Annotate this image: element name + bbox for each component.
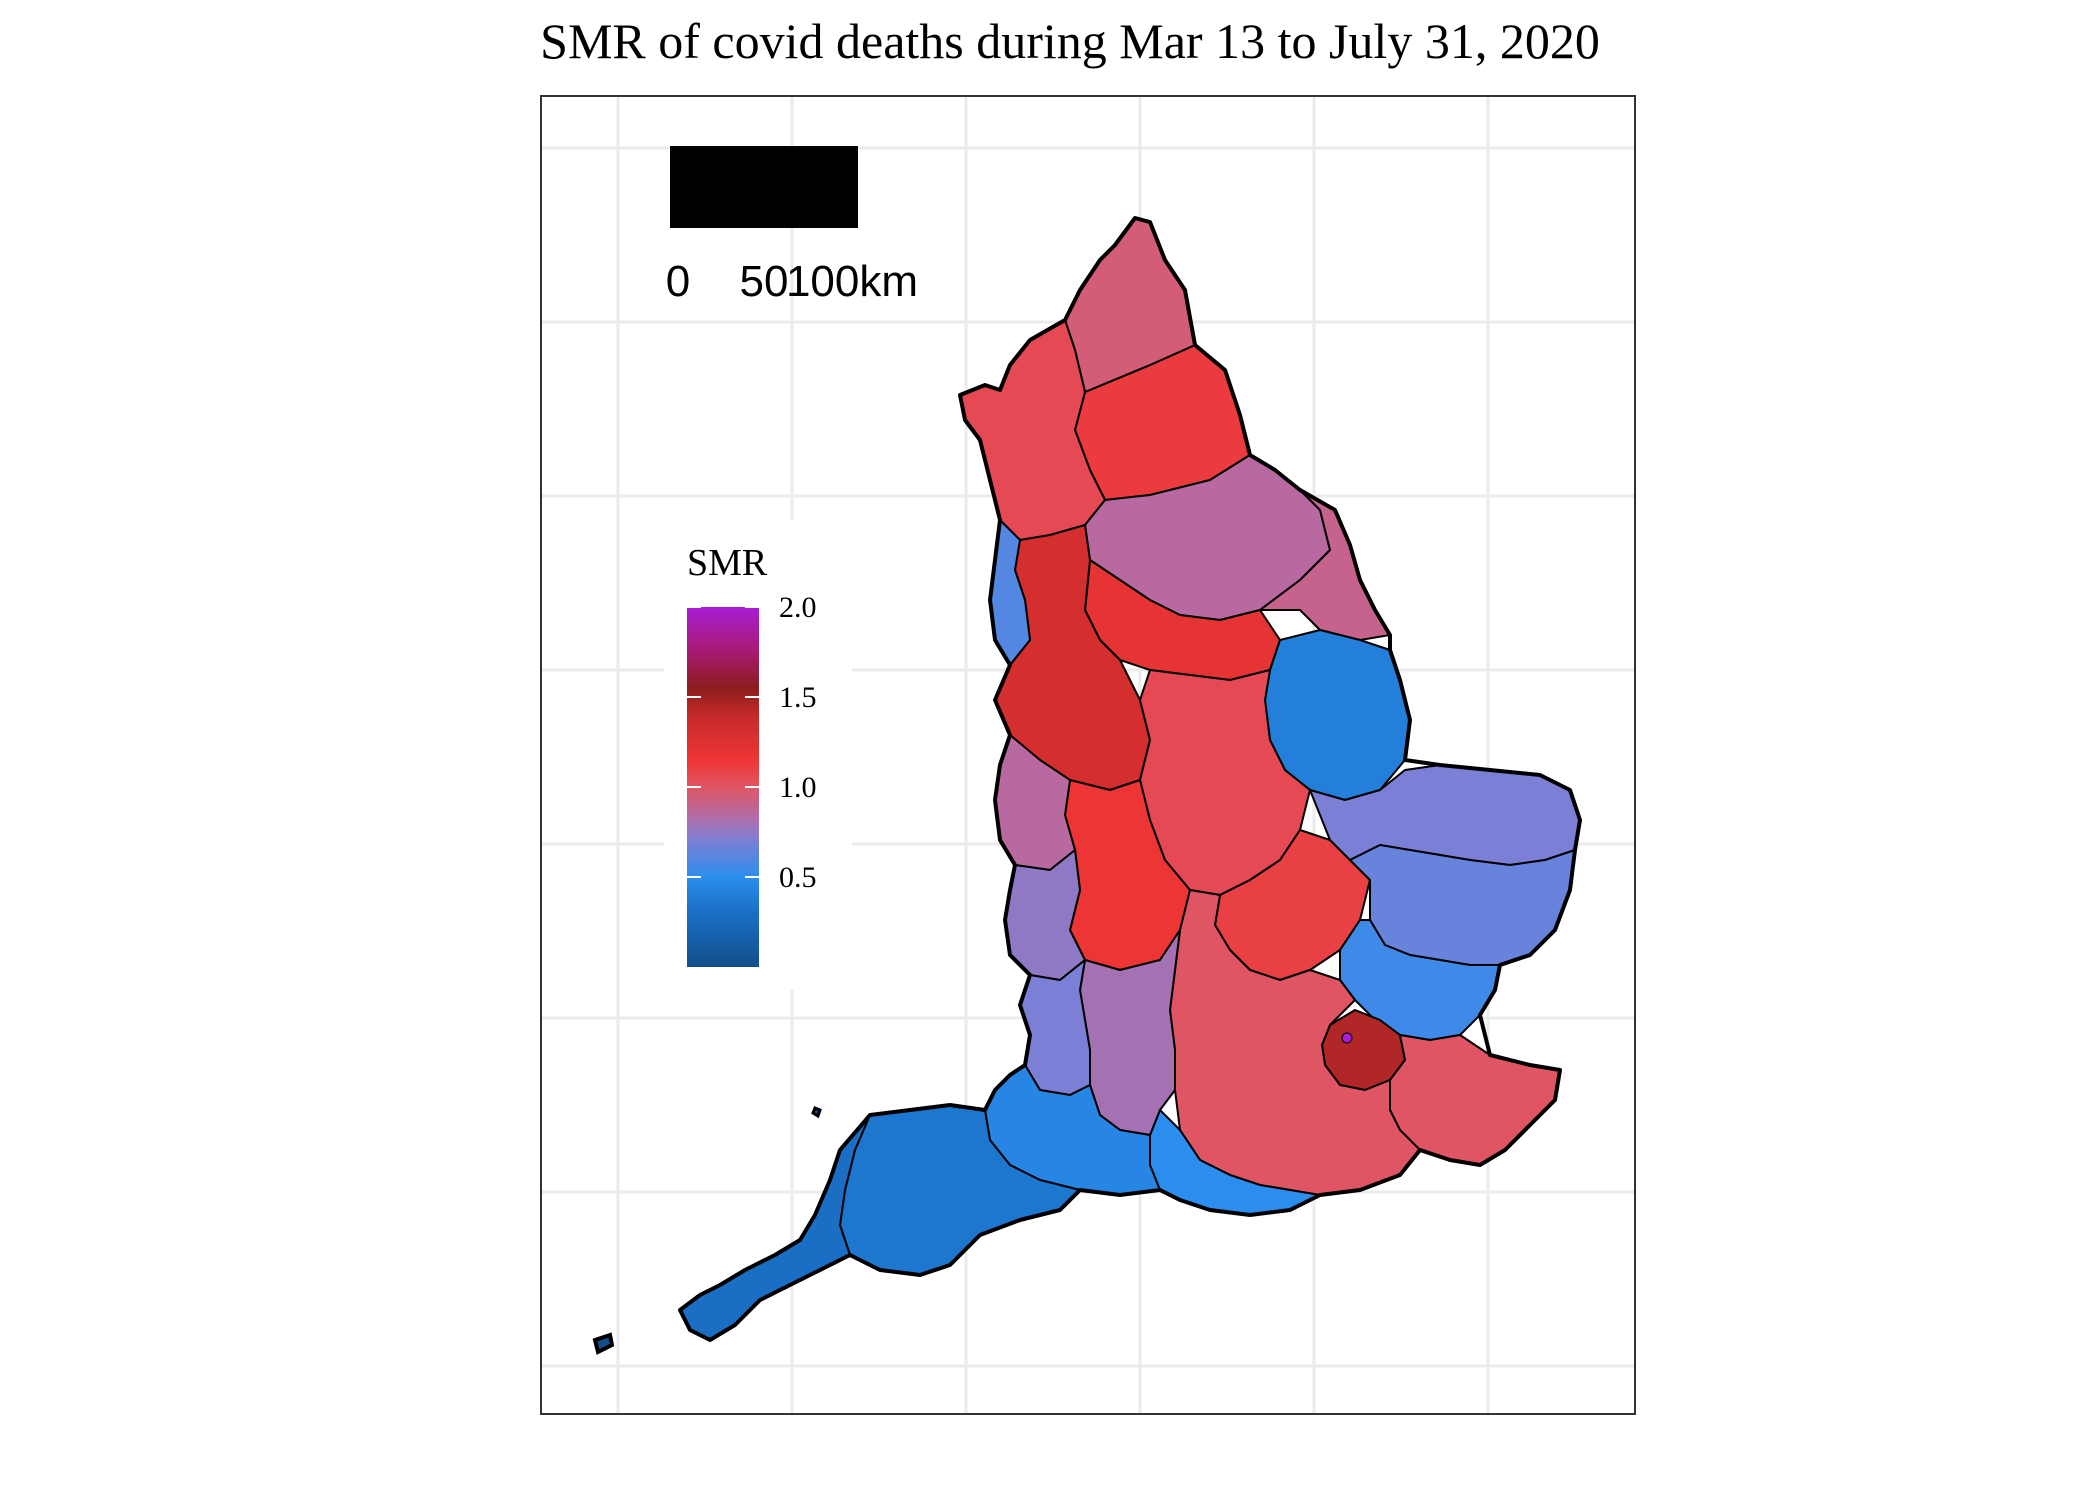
scale-bar: 0 50 100km — [666, 146, 918, 306]
legend-title: SMR — [687, 542, 768, 584]
page-title: SMR of covid deaths during Mar 13 to Jul… — [540, 13, 1600, 69]
scale-label-100km: 100km — [786, 257, 918, 306]
scale-bar-segment-white — [670, 146, 770, 228]
legend: SMR 2.0 1.5 1.0 0.5 — [664, 520, 852, 990]
england-outline — [678, 216, 1582, 1342]
lundy-island — [811, 1106, 822, 1119]
legend-tick-label: 0.5 — [779, 861, 817, 894]
legend-tick-label: 1.5 — [779, 681, 817, 714]
london-borough-highlight — [1341, 1032, 1353, 1044]
legend-tick-label: 1.0 — [779, 771, 817, 804]
isles-of-scilly — [592, 1332, 615, 1355]
england-regions — [679, 217, 1581, 1341]
legend-tick-label: 2.0 — [779, 591, 817, 624]
scale-bar-segment-black — [758, 146, 858, 228]
scale-label-0: 0 — [666, 257, 690, 306]
scale-label-50: 50 — [740, 257, 789, 306]
legend-ticks: 2.0 1.5 1.0 0.5 — [687, 591, 817, 894]
